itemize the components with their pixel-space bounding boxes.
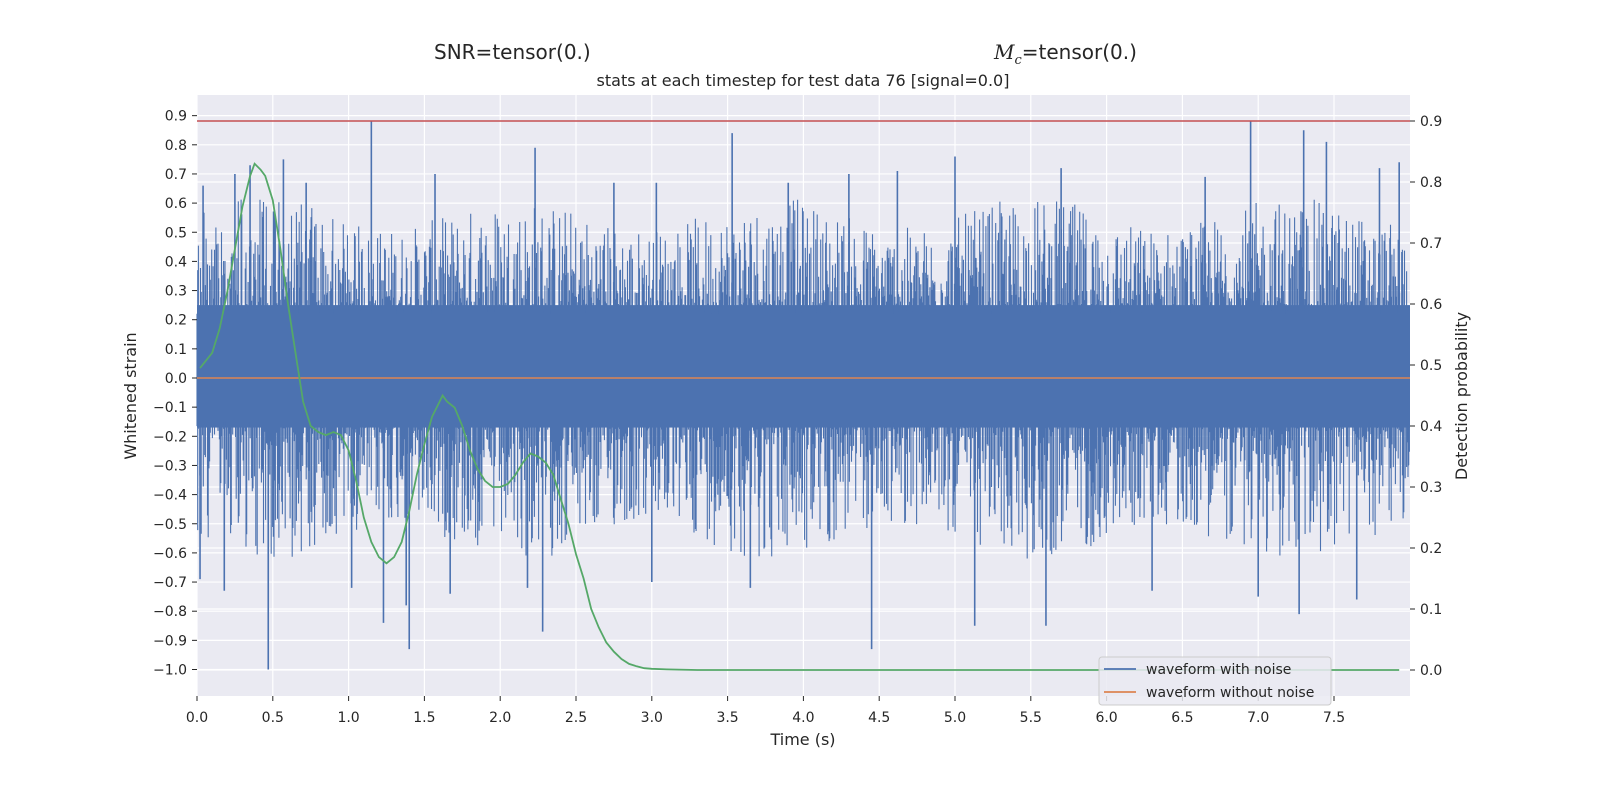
legend-box xyxy=(1098,656,1332,706)
mc-symbol: M xyxy=(994,40,1015,64)
y2-tick-label: 0.0 xyxy=(1420,663,1442,679)
series-waveform-with-noise xyxy=(196,121,1410,670)
y-tick-label: −0.6 xyxy=(153,546,187,562)
x-tick-label: 7.5 xyxy=(1323,710,1345,726)
y-tick-label: −0.7 xyxy=(153,575,187,591)
x-tick-label: 4.5 xyxy=(868,710,890,726)
y2-tick-label: 0.7 xyxy=(1420,236,1442,252)
x-tick-label: 0.5 xyxy=(262,710,284,726)
legend-label: waveform without noise xyxy=(1146,685,1314,701)
y-tick-label: 0.1 xyxy=(165,342,187,358)
y-tick-label: −0.3 xyxy=(153,458,187,474)
mc-value: =tensor(0.) xyxy=(1021,40,1137,64)
series-detection-probability xyxy=(199,162,1400,671)
x-tick-label: 3.5 xyxy=(716,710,738,726)
y-tick-label: −1.0 xyxy=(153,663,187,679)
x-tick-label: 5.0 xyxy=(944,710,966,726)
y-tick-label: 0.6 xyxy=(165,196,187,212)
chirp-mass-title: Mc=tensor(0.) xyxy=(994,40,1137,68)
y-tick-label: 0.4 xyxy=(165,254,187,270)
y-tick-label: 0.3 xyxy=(165,284,187,300)
y2-tick-label: 0.2 xyxy=(1420,541,1442,557)
y-tick-label: −0.4 xyxy=(153,488,187,504)
y-tick-label: 0.7 xyxy=(165,167,187,183)
snr-title: SNR=tensor(0.) xyxy=(434,40,591,64)
x-axis-label: Time (s) xyxy=(769,730,835,749)
legend-label: waveform with noise xyxy=(1146,662,1291,678)
y2-tick-label: 0.8 xyxy=(1420,175,1442,191)
y-tick-label: −0.2 xyxy=(153,429,187,445)
y2-tick-label: 0.5 xyxy=(1420,358,1442,374)
legend: waveform with noise waveform without nois… xyxy=(1098,656,1332,706)
y-tick-label: 0.8 xyxy=(165,138,187,154)
y-tick-label: 0.2 xyxy=(165,313,187,329)
y2-tick-label: 0.9 xyxy=(1420,114,1442,130)
axes: 0.0 0.5 1.0 1.5 2.0 2.5 3.0 3.5 4.0 4.5 5.0 5.5 6.0 6… xyxy=(153,109,1442,726)
x-tick-label: 2.5 xyxy=(565,710,587,726)
chart-title: stats at each timestep for test data 76 … xyxy=(597,71,1010,90)
x-tick-label: 5.5 xyxy=(1020,710,1042,726)
y2-tick-label: 0.6 xyxy=(1420,297,1442,313)
x-tick-label: 0.0 xyxy=(186,710,208,726)
y2-axis-label: Detection probability xyxy=(1452,312,1471,480)
y-axis-label: Whitened strain xyxy=(121,332,140,459)
y2-tick-label: 0.1 xyxy=(1420,602,1442,618)
noise-trace xyxy=(196,199,1410,559)
y-tick-label: −0.9 xyxy=(153,633,187,649)
snr-value: tensor(0.) xyxy=(492,40,591,64)
x-tick-label: 2.0 xyxy=(489,710,511,726)
x-tick-label: 1.5 xyxy=(413,710,435,726)
y-tick-label: 0.9 xyxy=(165,109,187,125)
y-tick-label: −0.1 xyxy=(153,400,187,416)
y2-tick-label: 0.4 xyxy=(1420,419,1442,435)
mc-subscript: c xyxy=(1014,53,1022,68)
x-tick-label: 3.0 xyxy=(641,710,663,726)
x-tick-label: 4.0 xyxy=(792,710,814,726)
x-tick-label: 6.0 xyxy=(1095,710,1117,726)
x-tick-label: 6.5 xyxy=(1171,710,1193,726)
series-lines xyxy=(197,120,1410,671)
y2-tick-label: 0.3 xyxy=(1420,480,1442,496)
y-tick-label: 0.0 xyxy=(165,371,187,387)
x-tick-label: 1.0 xyxy=(337,710,359,726)
y-tick-label: −0.5 xyxy=(153,517,187,533)
y-tick-label: −0.8 xyxy=(153,604,187,620)
snr-prefix: SNR= xyxy=(434,40,493,64)
y-tick-label: 0.5 xyxy=(165,225,187,241)
x-tick-label: 7.0 xyxy=(1247,710,1269,726)
